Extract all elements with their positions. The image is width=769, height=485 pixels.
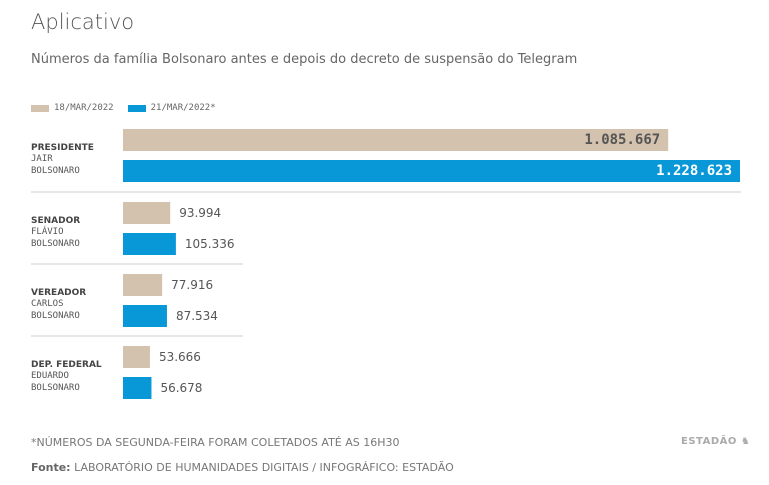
bar-before [123,274,163,296]
category-name-label: JAIR [31,154,53,164]
data-label: 93.994 [179,206,221,220]
category-role-label: PRESIDENTE [31,143,94,153]
legend-swatch-before [31,104,49,112]
data-label: 1.228.623 [656,163,732,179]
data-label: 53.666 [159,350,201,364]
source-line: Fonte: LABORATÓRIO DE HUMANIDADES DIGITA… [31,461,454,474]
category-name-label: BOLSONARO [31,239,80,249]
bar-after [123,233,176,255]
legend-swatch-after [127,104,146,112]
legend-item-before: 18/MAR/2022 [31,103,114,113]
category-role-label: SENADOR [31,216,80,226]
category-name-label: FLÁVIO [31,225,64,237]
category-name-label: CARLOS [31,299,64,309]
category-role-label: VEREADOR [31,288,86,298]
legend-label-before: 18/MAR/2022 [54,103,114,113]
bar-before [123,129,669,151]
data-label: 77.916 [171,278,213,292]
legend: 18/MAR/2022 21/MAR/2022* [31,103,216,113]
chart-subtitle: Números da família Bolsonaro antes e dep… [31,52,578,67]
category-role-label: DEP. FEDERAL [31,360,102,370]
brand-name: ESTADÃO [681,436,737,447]
category-name-label: BOLSONARO [31,166,80,176]
category-name-label: BOLSONARO [31,383,80,393]
footnote: *NÚMEROS DA SEGUNDA-FEIRA FORAM COLETADO… [31,436,400,449]
brand-logo: ESTADÃO ♞ [681,436,750,447]
bar-before [123,346,150,368]
data-label: 105.336 [185,237,235,251]
data-label: 1.085.667 [584,132,660,148]
category-name-label: BOLSONARO [31,311,80,321]
data-label: 87.534 [176,309,218,323]
data-label: 56.678 [160,381,202,395]
chart-title: Aplicativo [31,10,135,34]
source-label: Fonte: [31,461,71,474]
bar-after [123,160,740,182]
source-text: LABORATÓRIO DE HUMANIDADES DIGITAIS / IN… [74,461,454,474]
legend-label-after: 21/MAR/2022* [150,103,216,113]
bar-after [123,305,167,327]
bar-after [123,377,152,399]
category-name-label: EDUARDO [31,371,69,381]
horse-icon: ♞ [740,436,751,447]
legend-item-after: 21/MAR/2022* [127,103,216,113]
bar-before [123,202,171,224]
